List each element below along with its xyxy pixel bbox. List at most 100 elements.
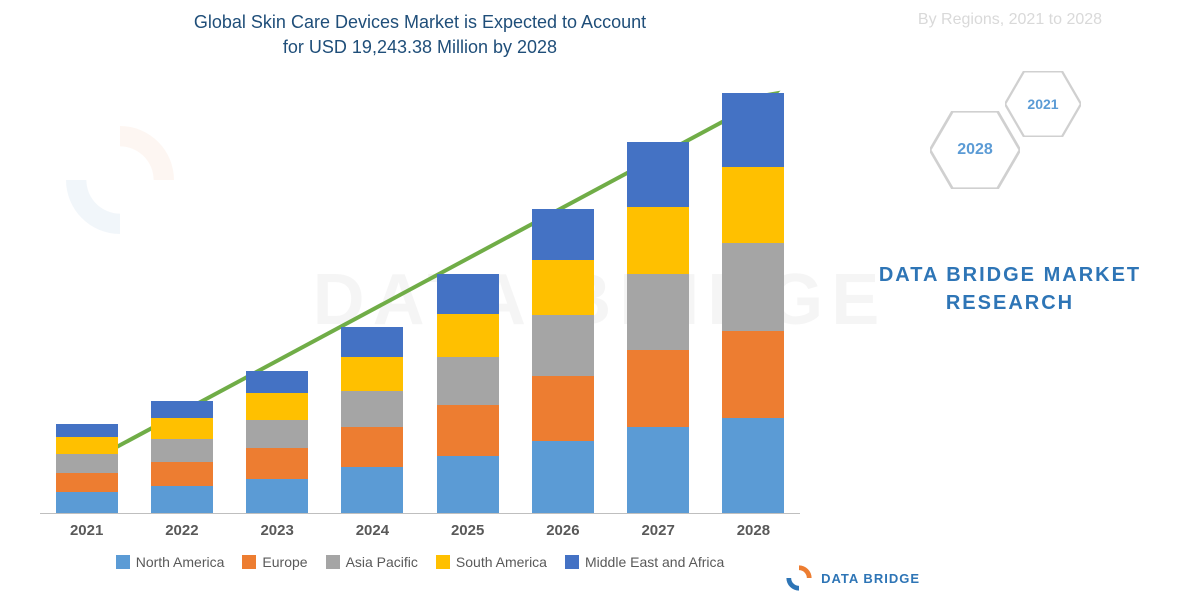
brand-line-1: DATA BRIDGE [879, 264, 1036, 286]
footer-logo: DATA BRIDGE [785, 564, 920, 592]
bar-column-2028 [717, 70, 790, 513]
bar-stack [56, 424, 118, 513]
footer-logo-text: DATA BRIDGE [821, 571, 920, 586]
chart-title: Global Skin Care Devices Market is Expec… [40, 10, 800, 60]
bar-column-2022 [145, 70, 218, 513]
bar-segment [627, 427, 689, 513]
bar-segment [627, 207, 689, 274]
bar-segment [722, 243, 784, 330]
x-axis-label: 2022 [145, 522, 218, 539]
bar-segment [56, 473, 118, 492]
bar-stack [437, 274, 499, 513]
x-axis-label: 2028 [717, 522, 790, 539]
legend-label: North America [136, 554, 225, 570]
bar-column-2023 [241, 70, 314, 513]
bar-segment [341, 357, 403, 391]
bar-segment [151, 486, 213, 513]
bar-stack [151, 401, 213, 513]
brand-line-3: RESEARCH [946, 292, 1074, 314]
bar-segment [627, 142, 689, 207]
bar-segment [722, 93, 784, 167]
x-axis-label: 2024 [336, 522, 409, 539]
bar-segment [532, 441, 594, 513]
bar-segment [246, 479, 308, 513]
bar-segment [151, 439, 213, 462]
bar-segment [437, 357, 499, 405]
legend-label: Middle East and Africa [585, 554, 724, 570]
chart-plot-area [40, 70, 800, 514]
bar-segment [151, 418, 213, 439]
bar-segment [532, 315, 594, 376]
bar-column-2025 [431, 70, 504, 513]
legend-label: South America [456, 554, 547, 570]
bar-segment [56, 454, 118, 473]
bar-segment [722, 418, 784, 513]
bar-segment [151, 462, 213, 487]
chart-legend: North America Europe Asia Pacific South Ame… [40, 554, 800, 570]
bar-segment [56, 492, 118, 513]
legend-label: Europe [262, 554, 307, 570]
legend-item: Europe [242, 554, 307, 570]
bar-column-2026 [526, 70, 599, 513]
legend-label: Asia Pacific [346, 554, 418, 570]
legend-swatch [436, 555, 450, 569]
bar-column-2021 [50, 70, 123, 513]
x-axis-labels: 2021 2022 2023 2024 2025 2026 2027 2028 [40, 522, 800, 539]
legend-item: Middle East and Africa [565, 554, 724, 570]
x-axis-label: 2023 [241, 522, 314, 539]
bar-segment [437, 405, 499, 456]
bar-segment [722, 331, 784, 418]
bar-segment [532, 376, 594, 441]
legend-swatch [326, 555, 340, 569]
bar-segment [341, 467, 403, 513]
bar-segment [627, 350, 689, 428]
bar-segment [341, 327, 403, 357]
bar-stack [341, 327, 403, 513]
legend-item: South America [436, 554, 547, 570]
main-container: Global Skin Care Devices Market is Expec… [0, 0, 1200, 600]
bar-segment [246, 448, 308, 478]
bar-segment [532, 209, 594, 260]
bar-column-2027 [622, 70, 695, 513]
hexagon-label-2028: 2028 [957, 141, 993, 159]
legend-item: North America [116, 554, 225, 570]
legend-swatch [242, 555, 256, 569]
hexagon-group: 2028 2021 [910, 61, 1110, 221]
x-axis-label: 2026 [526, 522, 599, 539]
bar-segment [627, 274, 689, 350]
bar-column-2024 [336, 70, 409, 513]
right-panel: By Regions, 2021 to 2028 2028 2021 DATA … [820, 0, 1200, 600]
bar-segment [246, 393, 308, 420]
bar-segment [151, 401, 213, 418]
title-line-1: Global Skin Care Devices Market is Expec… [194, 12, 646, 32]
bar-segment [56, 437, 118, 454]
bar-stack [246, 371, 308, 514]
legend-swatch [116, 555, 130, 569]
bar-segment [722, 167, 784, 243]
right-panel-title: By Regions, 2021 to 2028 [918, 10, 1102, 31]
x-axis-label: 2021 [50, 522, 123, 539]
bar-stack [532, 209, 594, 513]
chart-section: Global Skin Care Devices Market is Expec… [0, 0, 820, 600]
legend-item: Asia Pacific [326, 554, 418, 570]
brand-line-2: MARKET [1044, 264, 1142, 286]
hexagon-label-2021: 2021 [1027, 96, 1058, 112]
bar-segment [532, 260, 594, 315]
brand-text: DATA BRIDGE MARKET RESEARCH [879, 261, 1141, 317]
title-line-2: for USD 19,243.38 Million by 2028 [283, 37, 557, 57]
bar-segment [341, 427, 403, 467]
bar-segment [246, 420, 308, 449]
bar-segment [437, 456, 499, 513]
bar-stack [627, 142, 689, 513]
hexagon-2021: 2021 [1005, 71, 1081, 137]
footer-logo-icon [785, 564, 813, 592]
x-axis-label: 2025 [431, 522, 504, 539]
bar-segment [246, 371, 308, 394]
bar-segment [437, 274, 499, 314]
bar-segment [437, 314, 499, 358]
bar-segment [56, 424, 118, 437]
legend-swatch [565, 555, 579, 569]
bar-stack [722, 93, 784, 513]
bar-segment [341, 391, 403, 427]
x-axis-label: 2027 [622, 522, 695, 539]
